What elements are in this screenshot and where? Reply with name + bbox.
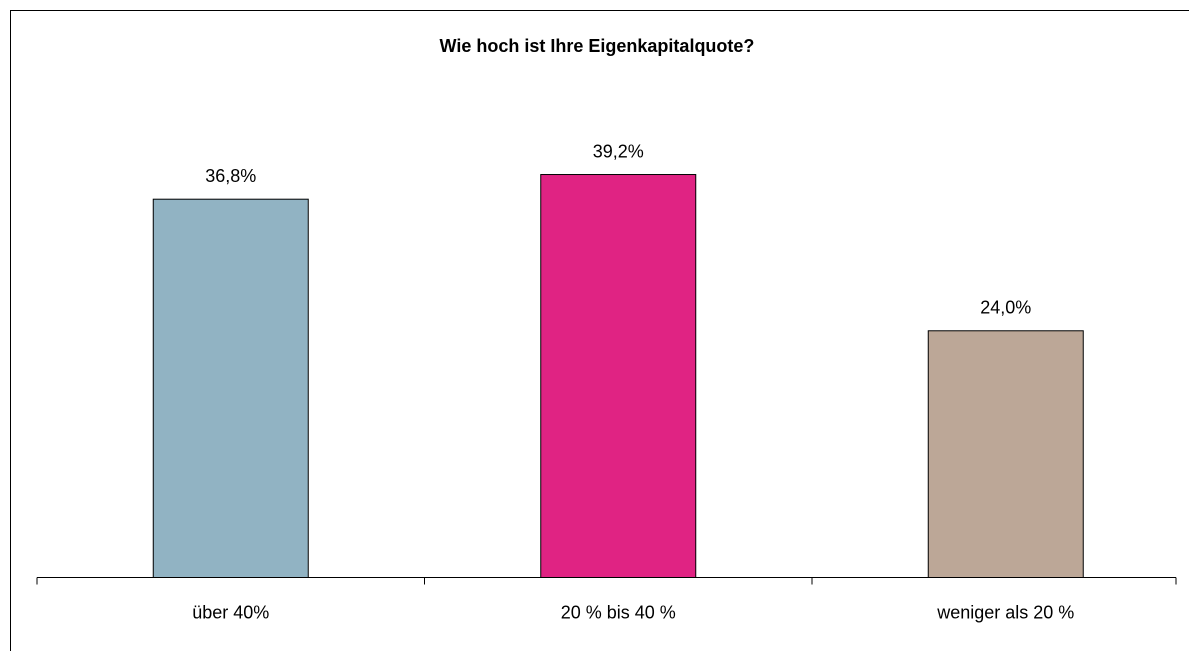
chart-frame: [10, 10, 1189, 651]
value-label: 39,2%: [593, 141, 644, 161]
bar: [152, 198, 309, 578]
x-tick-label: weniger als 20 %: [936, 602, 1074, 622]
x-tick-label: über 40%: [192, 602, 269, 622]
value-label: 36,8%: [205, 166, 256, 186]
bar: [927, 330, 1084, 578]
x-tick-label: 20 % bis 40 %: [561, 602, 676, 622]
value-label: 24,0%: [980, 298, 1031, 318]
bar: [540, 174, 697, 579]
chart-title: Wie hoch ist Ihre Eigenkapitalquote?: [440, 36, 755, 56]
